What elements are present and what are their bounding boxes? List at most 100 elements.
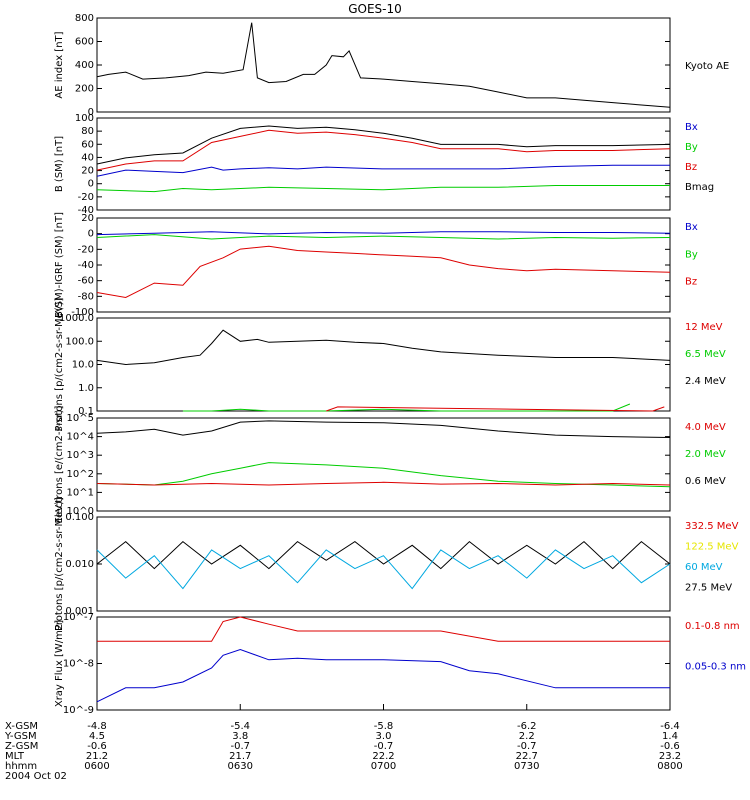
series-line-27-5-mev — [96, 540, 671, 570]
y-tick-label: 10^-8 — [63, 659, 94, 670]
y-axis-label: Electrons [e/(cm2-s-sr)] — [54, 405, 65, 523]
y-axis-label: AE index [nT] — [54, 31, 65, 98]
y-tick-label: -60 — [78, 276, 94, 287]
y-tick-label: 0 — [88, 229, 94, 240]
legend-entry: 12 MeV — [685, 322, 723, 333]
series-line-bx — [96, 231, 671, 236]
x-row-value: 22.7 — [516, 751, 538, 762]
series-line-2-0-mev — [96, 462, 671, 488]
y-tick-label: 100.0 — [65, 336, 94, 347]
x-row-value: 0630 — [228, 761, 253, 772]
y-axis-label: B (SM) [nT] — [54, 136, 65, 192]
y-tick-label: 600 — [75, 37, 94, 48]
x-row-value: -5.4 — [230, 721, 250, 732]
legend-entry: Kyoto AE — [685, 61, 729, 72]
y-tick-label: 100 — [75, 113, 94, 124]
y-tick-label: 0.1 — [78, 406, 94, 417]
series-line-bz — [96, 245, 671, 299]
y-tick-label: -20 — [78, 192, 94, 203]
y-tick-label: 1000.0 — [59, 313, 94, 324]
legend-entry: 0.05-0.3 nm — [685, 662, 746, 673]
legend-entry: Bmag — [685, 182, 714, 193]
x-row-label: MLT — [5, 751, 25, 762]
y-tick-label: -40 — [78, 260, 94, 271]
panel-frame — [96, 117, 671, 211]
legend-entry: Bx — [685, 222, 698, 233]
y-tick-label: 0.001 — [65, 606, 94, 617]
legend-entry: Bx — [685, 122, 698, 133]
x-row-value: -4.8 — [87, 721, 107, 732]
y-tick-label: 10^3 — [67, 450, 94, 461]
y-tick-label: 10.0 — [72, 360, 94, 371]
y-tick-label: -40 — [78, 205, 94, 216]
x-row-label: X-GSM — [5, 721, 38, 732]
legend-entry: By — [685, 249, 698, 260]
x-row-value: -0.7 — [374, 741, 394, 752]
x-row-value: -0.6 — [660, 741, 680, 752]
y-tick-label: -80 — [78, 291, 94, 302]
series-line-bmag — [96, 125, 671, 165]
x-row-value: 3.8 — [232, 731, 248, 742]
y-tick-label: 0 — [88, 107, 94, 118]
x-row-value: 0730 — [514, 761, 539, 772]
y-tick-label: 10^4 — [67, 432, 94, 443]
chart-title: GOES-10 — [348, 2, 402, 16]
legend-entry: 4.0 MeV — [685, 422, 726, 433]
x-row-value: 23.2 — [659, 751, 681, 762]
y-tick-label: 10^-7 — [63, 612, 94, 623]
legend-entry: 332.5 MeV — [685, 521, 739, 532]
y-tick-label: 400 — [75, 60, 94, 71]
x-row-value: 21.7 — [229, 751, 251, 762]
x-row-value: 0600 — [84, 761, 109, 772]
y-tick-label: 0.100 — [65, 512, 94, 523]
legend-entry: 122.5 MeV — [685, 542, 739, 553]
panel-1: 0 200 400 600 800 AE index [nT] Kyoto AE — [54, 13, 729, 118]
legend-entry: By — [685, 142, 698, 153]
y-tick-label: 0 — [88, 179, 94, 190]
x-row-label: Y-GSM — [4, 731, 37, 742]
legend-entry: Bz — [685, 277, 697, 288]
x-row-value: 3.0 — [376, 731, 392, 742]
x-row-value: 0800 — [657, 761, 682, 772]
x-row-label: hhmm — [5, 761, 37, 772]
legend-entry: 0.6 MeV — [685, 476, 726, 487]
y-tick-label: 20 — [81, 166, 94, 177]
y-tick-label: 10^1 — [67, 487, 94, 498]
series-line-kyoto-ae — [96, 22, 671, 108]
x-row-value: 2.2 — [519, 731, 535, 742]
x-row-value: -0.6 — [87, 741, 107, 752]
y-axis-label: Protons [p/(cm2-s-sr-MeV)] — [54, 297, 65, 431]
x-row-value: 0700 — [371, 761, 396, 772]
panel-3: -100 -80 -60 -40 -20 0 20 B(SM)-IGRF (SM) [nT] B… — [54, 212, 698, 318]
legend-entry: 60 MeV — [685, 562, 723, 573]
legend-entry: 6.5 MeV — [685, 349, 726, 360]
series-line-0-6-mev — [96, 420, 671, 438]
series-line-0-1-0-8-nm — [97, 616, 670, 642]
x-row-value: 1.4 — [662, 731, 678, 742]
panel-frame — [96, 317, 671, 412]
x-row-value: -6.4 — [660, 721, 680, 732]
x-row-value: 22.2 — [372, 751, 394, 762]
series-line-60-mev — [96, 549, 671, 590]
y-tick-label: 20 — [81, 213, 94, 224]
y-tick-label: -100 — [71, 307, 94, 318]
x-row-value: -0.7 — [517, 741, 537, 752]
y-axis-label: B(SM)-IGRF (SM) [nT] — [54, 212, 65, 318]
y-tick-label: 60 — [81, 139, 94, 150]
y-axis-label: Protons [p/(cm2-s-sr-MeV)] — [54, 497, 65, 631]
x-row-value: -5.8 — [374, 721, 394, 732]
panel-frame — [96, 417, 671, 512]
legend-entry: Bz — [685, 162, 697, 173]
x-row-value: -6.2 — [517, 721, 537, 732]
x-row-value: 21.2 — [86, 751, 108, 762]
panel-2: -40 -20 0 20 40 60 80 100 B (SM) [nT] Bx By Bz Bmag — [54, 113, 714, 216]
y-tick-label: 800 — [75, 13, 94, 24]
series-line-by — [96, 185, 670, 193]
y-tick-label: 10^0 — [67, 506, 94, 517]
series-line-12-mev — [326, 406, 665, 412]
legend-entry: 27.5 MeV — [685, 583, 732, 594]
